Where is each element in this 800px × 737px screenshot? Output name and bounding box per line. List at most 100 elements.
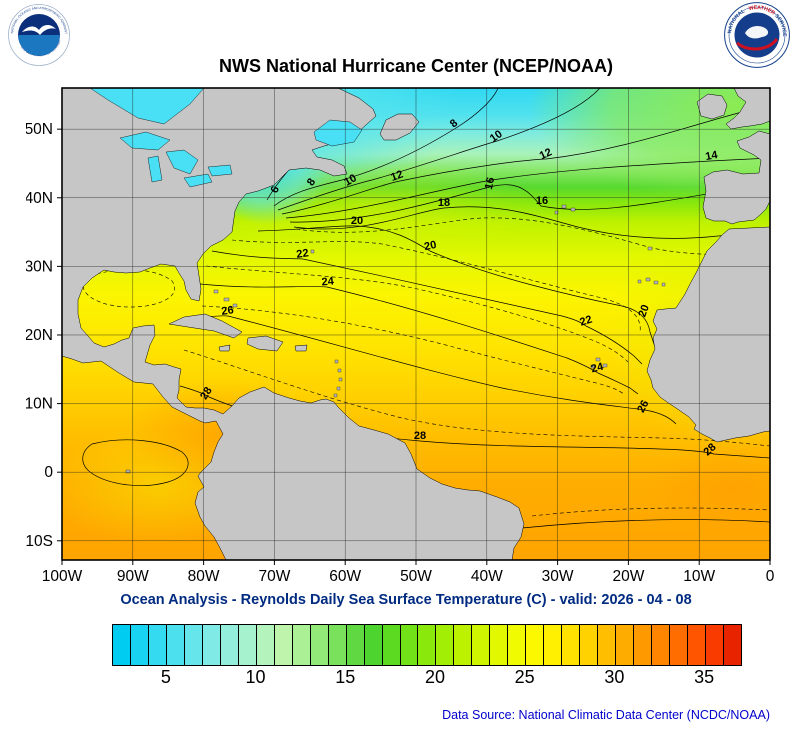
lon-label: 30W [542,568,574,585]
island [338,377,343,382]
gulf-stream-tongue [197,161,547,251]
lon-label: 70W [258,568,290,585]
isotherm-label: 14 [704,149,719,163]
colorbar-block [238,625,257,665]
lake [119,131,171,151]
island [602,363,608,368]
colorbar-block [508,625,527,665]
isotherm-label: 22 [578,314,593,329]
isotherm-line-dashed [231,239,641,333]
lat-label: 10N [26,396,53,413]
colorbar-block [670,625,688,665]
colorbar-block [454,625,473,665]
landmass [62,88,525,560]
isotherm-line-dashed [201,305,625,395]
lon-label: 100W [42,568,83,585]
landmass [696,93,728,120]
colorbar-block [166,625,185,665]
noaa-logo: NATIONAL OCEANIC AND ATMOSPHERIC ADMINIS… [7,1,70,66]
isotherm-label: 24 [590,361,606,376]
colorbar-tick-label: 10 [245,667,266,687]
isotherm-label: 16 [536,195,548,207]
colorbar-block [598,625,617,665]
isotherm-line [281,105,770,215]
colorbar-block [526,625,545,665]
lat-label: 10S [26,533,53,550]
isotherm-line-dashed [295,217,770,255]
isotherm-line [273,88,499,207]
lake [165,149,199,175]
map-axes-group: 50N 40N 30N 20N 10N 0 10S 100W 90W 80W 70W 60W 50W 40… [26,121,774,585]
lon-label: 40W [471,568,503,585]
temperature-colorbar [112,624,742,666]
lake [183,173,213,188]
isotherm-label: 10 [342,172,359,189]
colorbar-tick-label: 30 [604,667,625,687]
colorbar-block [400,625,419,665]
lat-label: 0 [44,464,53,481]
colorbar-block [113,625,131,665]
island [232,303,238,308]
isotherm-label: 20 [423,239,437,253]
nws-logo: NATIONAL WEATHER SERVICE [724,2,790,68]
warm-pool-guinea [649,440,770,536]
colorbar-tick-label: 20 [424,667,445,687]
island [653,280,659,285]
nws-red-swoosh-icon [736,37,779,51]
colorbar-block [472,625,491,665]
nws-logo-inner-ring [728,6,786,64]
lat-label: 20N [26,327,53,344]
isotherm-label: 26 [635,398,651,414]
island [337,368,342,373]
isotherm-line [285,157,770,219]
colorbar-tick-label: 25 [514,667,535,687]
colorbar-block [544,625,563,665]
nws-usa-map-icon [745,25,769,39]
colorbar-block [328,625,347,665]
isotherm-label: 16 [483,176,497,190]
isotherm-label: 26 [221,304,235,318]
lake [313,119,363,147]
isotherm-line [179,385,770,459]
colorbar-block [418,625,437,665]
isotherm-label: 18 [438,197,450,209]
island [334,359,339,364]
colorbar-block [382,625,401,665]
landmass [294,344,308,352]
lon-label: 90W [117,568,149,585]
island [661,282,666,287]
isotherm-line [82,439,189,486]
lake [147,155,163,183]
colorbar-block [652,625,671,665]
landmass [246,335,284,352]
island [213,289,219,294]
isotherm-line [189,315,677,425]
island [595,357,601,362]
lon-label: 20W [612,568,644,585]
isotherm-line [277,88,601,211]
isotherm-label: 8 [305,176,318,188]
colorbar-block [130,625,149,665]
colorbar-block [688,625,706,665]
landmass [168,313,243,339]
colorbar-block [292,625,311,665]
colorbar-block [436,625,455,665]
colorbar-block [310,625,329,665]
lon-label: 80W [188,568,220,585]
island [570,207,576,212]
isotherm-line-dashed [531,507,770,517]
isotherm-label: 28 [414,430,426,442]
noaa-emblem-sea [18,35,60,56]
colorbar-scale-labels: 5 10 15 20 25 30 35 [0,667,800,691]
isotherm-line [289,183,770,223]
colorbar-tick-label: 35 [694,667,715,687]
nws-ring-word-weather: WEATHER [748,5,776,17]
colorbar-block [634,625,653,665]
island [647,246,653,251]
colorbar-block [256,625,275,665]
isotherm-label: 12 [538,146,554,162]
map-frame-group [57,87,771,565]
